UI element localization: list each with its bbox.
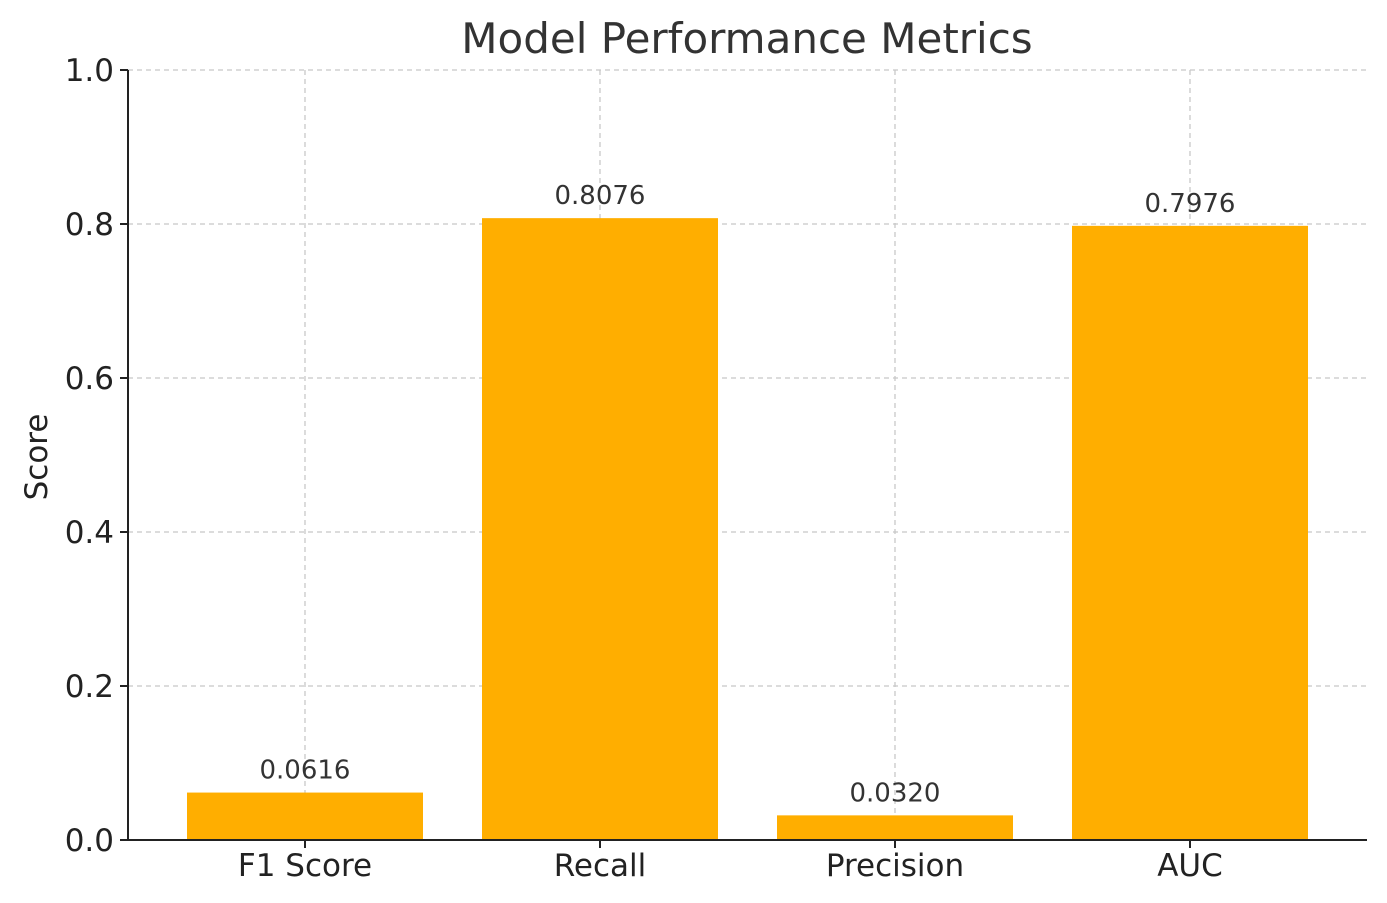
y-tick-label: 0.2 bbox=[65, 669, 114, 705]
bar-value-labels: 0.0616 0.8076 0.0320 0.7976 bbox=[260, 181, 1236, 808]
y-tick-label: 1.0 bbox=[65, 53, 114, 89]
y-tick-label: 0.6 bbox=[65, 361, 114, 397]
bar bbox=[1072, 225, 1308, 840]
y-tick-label: 0.8 bbox=[65, 207, 114, 243]
axes bbox=[127, 70, 1367, 841]
x-tick-label: F1 Score bbox=[238, 848, 372, 884]
x-tick-label: AUC bbox=[1157, 848, 1223, 884]
x-ticks: F1 Score Recall Precision AUC bbox=[238, 840, 1223, 884]
x-tick-label: Precision bbox=[826, 848, 964, 884]
y-tick-label: 0.0 bbox=[65, 823, 114, 859]
bar bbox=[187, 792, 423, 840]
bar-value-label: 0.0320 bbox=[850, 778, 941, 808]
bar-value-label: 0.7976 bbox=[1145, 189, 1236, 219]
y-tick-label: 0.4 bbox=[65, 515, 114, 551]
bars bbox=[187, 218, 1308, 840]
y-ticks: 0.0 0.2 0.4 0.6 0.8 1.0 bbox=[65, 53, 128, 859]
bar bbox=[482, 218, 718, 840]
y-axis-label: Score bbox=[19, 414, 55, 501]
bar bbox=[777, 815, 1013, 840]
bar-value-label: 0.8076 bbox=[555, 181, 646, 211]
chart-title: Model Performance Metrics bbox=[461, 14, 1032, 63]
x-tick-label: Recall bbox=[554, 848, 647, 884]
bar-value-label: 0.0616 bbox=[260, 756, 351, 786]
